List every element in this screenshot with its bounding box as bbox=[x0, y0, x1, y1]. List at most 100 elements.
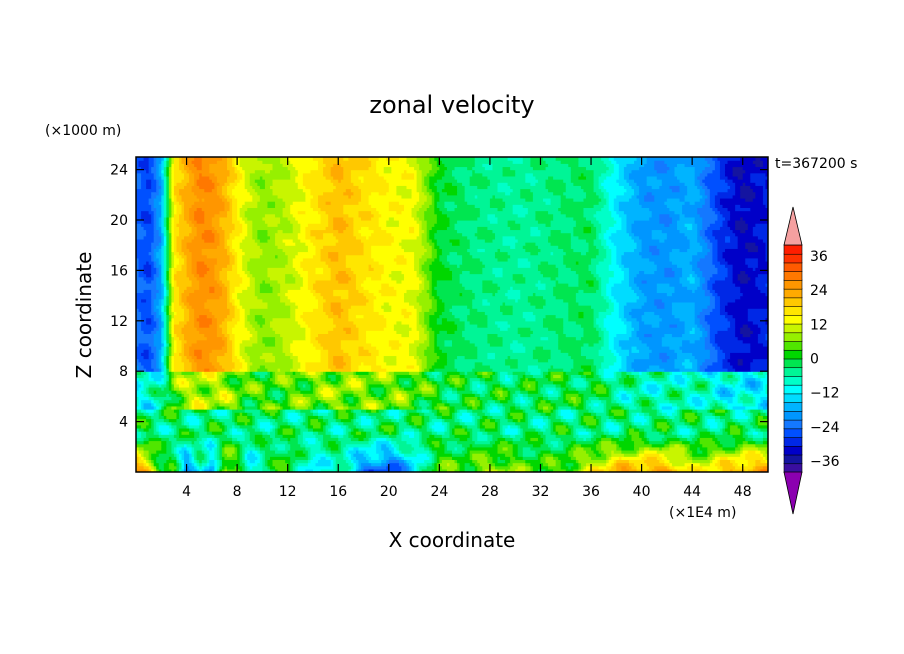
contour-cell bbox=[646, 431, 660, 435]
contour-cell bbox=[305, 361, 329, 366]
contour-cell bbox=[419, 364, 423, 369]
contour-cell bbox=[168, 330, 172, 334]
contour-cell bbox=[661, 390, 665, 394]
contour-cell bbox=[161, 295, 165, 300]
contour-cell bbox=[426, 361, 435, 366]
contour-cell bbox=[148, 449, 157, 454]
contour-cell bbox=[297, 465, 334, 470]
contour-cell bbox=[181, 358, 190, 363]
contour-cell bbox=[737, 418, 749, 423]
contour-cell bbox=[644, 431, 648, 435]
contour-cell bbox=[583, 415, 595, 420]
contour-cell bbox=[467, 446, 499, 451]
contour-cell bbox=[426, 405, 433, 410]
contour-cell bbox=[184, 393, 190, 397]
contour-cell bbox=[750, 327, 762, 331]
contour-cell bbox=[158, 298, 162, 303]
contour-cell bbox=[502, 390, 509, 394]
contour-cell bbox=[532, 418, 544, 423]
contour-cell bbox=[520, 427, 524, 432]
contour-cell bbox=[608, 386, 612, 391]
contour-cell bbox=[649, 346, 670, 350]
contour-cell bbox=[487, 449, 499, 454]
contour-cell bbox=[330, 377, 337, 382]
contour-cell bbox=[644, 440, 650, 445]
contour-cell bbox=[439, 295, 476, 300]
contour-cell bbox=[737, 396, 741, 401]
contour-cell bbox=[429, 292, 433, 297]
contour-cell bbox=[224, 352, 233, 357]
contour-cell bbox=[426, 421, 430, 426]
contour-cell bbox=[742, 434, 749, 438]
contour-cell bbox=[631, 434, 640, 438]
contour-cell bbox=[750, 386, 759, 391]
contour-cell bbox=[247, 352, 263, 357]
contour-cell bbox=[421, 431, 433, 435]
contour-cell bbox=[211, 431, 223, 435]
contour-cell bbox=[242, 402, 246, 407]
contour-cell bbox=[161, 468, 165, 472]
contour-cell bbox=[386, 323, 395, 328]
contour-cell bbox=[229, 415, 233, 420]
contour-cell bbox=[603, 402, 607, 407]
contour-cell bbox=[219, 377, 223, 382]
contour-cell bbox=[275, 465, 289, 470]
contour-cell bbox=[709, 330, 719, 334]
contour-cell bbox=[376, 437, 387, 442]
contour-cell bbox=[565, 462, 574, 467]
contour-cell bbox=[141, 298, 147, 303]
contour-cell bbox=[545, 301, 569, 306]
contour-cell bbox=[520, 424, 529, 429]
contour-cell bbox=[161, 443, 167, 448]
contour-cell bbox=[163, 465, 170, 470]
contour-cell bbox=[747, 431, 754, 435]
contour-cell bbox=[148, 440, 162, 445]
contour-cell bbox=[669, 396, 683, 401]
contour-cell bbox=[664, 386, 671, 391]
contour-cell bbox=[411, 465, 415, 470]
contour-cell bbox=[712, 456, 716, 460]
contour-cell bbox=[403, 295, 418, 300]
contour-cell bbox=[221, 446, 226, 451]
contour-cell bbox=[328, 361, 334, 366]
contour-cell bbox=[227, 427, 231, 432]
contour-cell bbox=[267, 440, 274, 445]
contour-cell bbox=[462, 418, 473, 423]
contour-cell bbox=[201, 418, 205, 423]
contour-cell bbox=[204, 399, 210, 404]
contour-cell bbox=[492, 374, 499, 379]
contour-cell bbox=[520, 390, 529, 394]
contour-cell bbox=[199, 468, 203, 472]
contour-cell bbox=[269, 396, 276, 401]
contour-cell bbox=[254, 437, 266, 442]
contour-cell bbox=[295, 431, 301, 435]
contour-cell bbox=[388, 393, 395, 397]
contour-cell bbox=[232, 434, 246, 438]
contour-cell bbox=[457, 446, 466, 451]
contour-cell bbox=[507, 399, 514, 404]
contour-cell bbox=[178, 383, 190, 388]
contour-cell bbox=[136, 346, 152, 350]
contour-cell bbox=[184, 323, 195, 328]
contour-cell bbox=[429, 424, 433, 429]
contour-cell bbox=[166, 368, 170, 372]
contour-cell bbox=[651, 399, 658, 404]
contour-cell bbox=[565, 333, 585, 338]
contour-cell bbox=[325, 424, 332, 429]
contour-cell bbox=[616, 377, 620, 382]
contour-cell bbox=[318, 298, 327, 303]
contour-cell bbox=[360, 468, 365, 472]
contour-cell bbox=[446, 405, 451, 410]
contour-cell bbox=[163, 346, 167, 350]
contour-field bbox=[136, 157, 768, 472]
contour-cell bbox=[537, 396, 544, 401]
contour-cell bbox=[272, 462, 289, 467]
contour-cell bbox=[264, 459, 269, 464]
contour-cell bbox=[184, 402, 190, 407]
contour-cell bbox=[330, 308, 344, 312]
contour-cell bbox=[714, 305, 721, 309]
contour-cell bbox=[328, 330, 347, 334]
contour-cell bbox=[138, 364, 145, 369]
contour-cell bbox=[244, 346, 284, 350]
contour-cell bbox=[613, 459, 617, 464]
